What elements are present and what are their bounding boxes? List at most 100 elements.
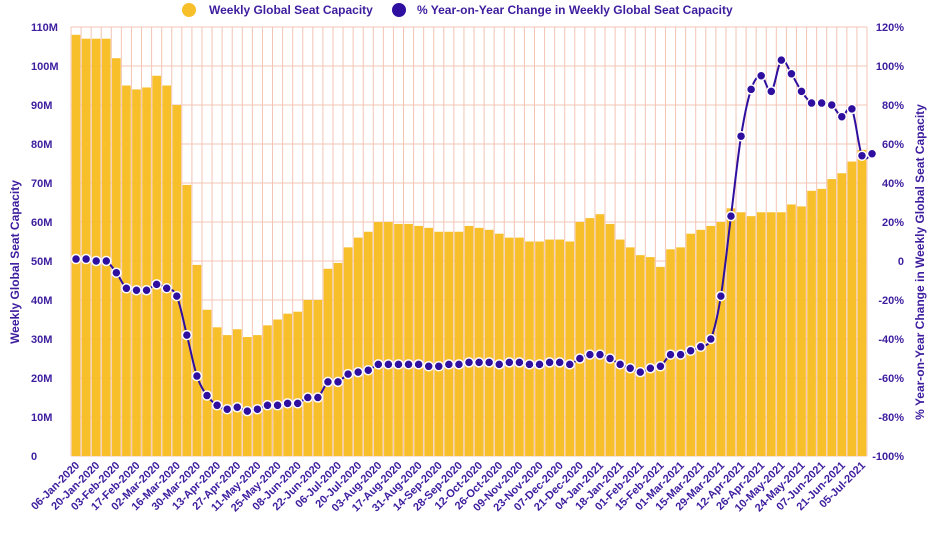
capacity-bar: [182, 184, 192, 456]
capacity-bar: [112, 58, 121, 456]
capacity-bar: [212, 327, 222, 456]
capacity-bar: [373, 222, 383, 456]
capacity-bar: [585, 218, 595, 456]
legend-bar-label: Weekly Global Seat Capacity: [209, 3, 373, 17]
right-tick-label: -80%: [878, 412, 904, 424]
right-tick-label: -100%: [872, 451, 904, 463]
yoy-point: [221, 403, 233, 415]
capacity-bar: [716, 222, 726, 456]
yoy-point: [655, 361, 666, 372]
yoy-point: [242, 405, 253, 417]
capacity-bar: [202, 309, 212, 456]
right-tick-label: 40%: [882, 178, 904, 190]
capacity-bar: [827, 179, 837, 456]
yoy-point: [755, 70, 767, 81]
capacity-bar: [253, 335, 262, 456]
yoy-point: [766, 86, 777, 97]
capacity-bar: [847, 161, 857, 457]
capacity-bar: [444, 231, 454, 456]
capacity-bar: [625, 247, 635, 456]
yoy-point: [201, 390, 213, 401]
capacity-bar: [283, 313, 292, 456]
yoy-point: [342, 368, 354, 380]
capacity-bar: [646, 257, 655, 456]
left-axis-title: Weekly Global Seat Capacity: [8, 180, 22, 344]
capacity-bar: [635, 255, 645, 456]
yoy-point: [846, 103, 858, 115]
yoy-point: [624, 363, 636, 374]
right-tick-label: 60%: [882, 139, 904, 151]
capacity-bar: [817, 188, 826, 456]
yoy-point: [856, 150, 868, 161]
capacity-bar: [565, 241, 575, 456]
left-tick-label: 20M: [31, 373, 52, 385]
capacity-bar: [363, 231, 373, 456]
right-tick-label: 20%: [882, 217, 904, 229]
right-tick-label: 80%: [882, 100, 904, 112]
left-tick-label: 90M: [31, 100, 52, 112]
left-tick-label: 0: [31, 451, 37, 463]
yoy-point: [645, 363, 656, 374]
capacity-bar: [726, 208, 736, 456]
right-tick-label: -20%: [878, 295, 904, 307]
capacity-bar: [353, 237, 363, 456]
legend-line-swatch: [392, 3, 406, 17]
left-tick-label: 10M: [31, 412, 52, 424]
yoy-point: [312, 392, 324, 403]
yoy-point: [866, 148, 878, 159]
yoy-point: [796, 86, 807, 97]
yoy-point: [675, 349, 686, 360]
yoy-point: [483, 357, 495, 368]
capacity-bar: [232, 329, 242, 456]
yoy-point: [554, 357, 565, 368]
left-tick-label: 100M: [31, 61, 59, 73]
yoy-point: [292, 398, 303, 409]
yoy-point: [352, 366, 364, 378]
yoy-point: [171, 290, 183, 302]
x-axis-ticks: 06-Jan-202020-Jan-202003-Feb-202017-Feb-…: [29, 460, 868, 515]
yoy-point: [232, 402, 243, 413]
left-tick-label: 80M: [31, 139, 52, 151]
yoy-point: [685, 345, 696, 356]
capacity-bar: [766, 212, 776, 456]
yoy-point: [826, 99, 837, 111]
capacity-bar: [464, 225, 474, 456]
yoy-point: [362, 364, 374, 376]
capacity-bar: [756, 212, 766, 456]
yoy-markers: [70, 54, 878, 417]
yoy-point: [383, 359, 394, 370]
capacity-bar: [263, 325, 272, 456]
capacity-bar: [152, 75, 161, 456]
capacity-bar: [605, 223, 615, 456]
yoy-point: [252, 403, 263, 415]
yoy-point: [786, 68, 797, 80]
yoy-point: [262, 400, 273, 411]
yoy-point: [332, 376, 344, 388]
gridlines: [70, 26, 868, 457]
yoy-point: [111, 267, 122, 278]
yoy-point: [614, 359, 626, 370]
right-tick-label: -40%: [878, 334, 904, 346]
capacity-bar: [615, 239, 625, 456]
capacity-bar: [132, 89, 141, 457]
right-axis-title: % Year-on-Year Change in Weekly Global S…: [913, 104, 927, 420]
yoy-point: [433, 361, 445, 372]
capacity-bar: [142, 87, 151, 456]
yoy-point: [524, 359, 535, 370]
left-tick-label: 60M: [31, 217, 52, 229]
yoy-point: [423, 361, 434, 372]
yoy-point: [514, 357, 525, 368]
capacity-bar: [273, 319, 282, 456]
capacity-bar: [303, 300, 313, 456]
yoy-point: [131, 285, 142, 296]
yoy-point: [594, 349, 606, 360]
legend-bar-swatch: [182, 3, 196, 17]
yoy-point: [282, 398, 293, 409]
capacity-bar: [434, 231, 444, 456]
yoy-point: [836, 111, 848, 122]
yoy-point: [745, 84, 757, 95]
capacity-bar: [686, 233, 696, 456]
left-tick-label: 70M: [31, 178, 52, 190]
capacity-bar: [797, 206, 806, 456]
left-tick-label: 50M: [31, 256, 52, 268]
